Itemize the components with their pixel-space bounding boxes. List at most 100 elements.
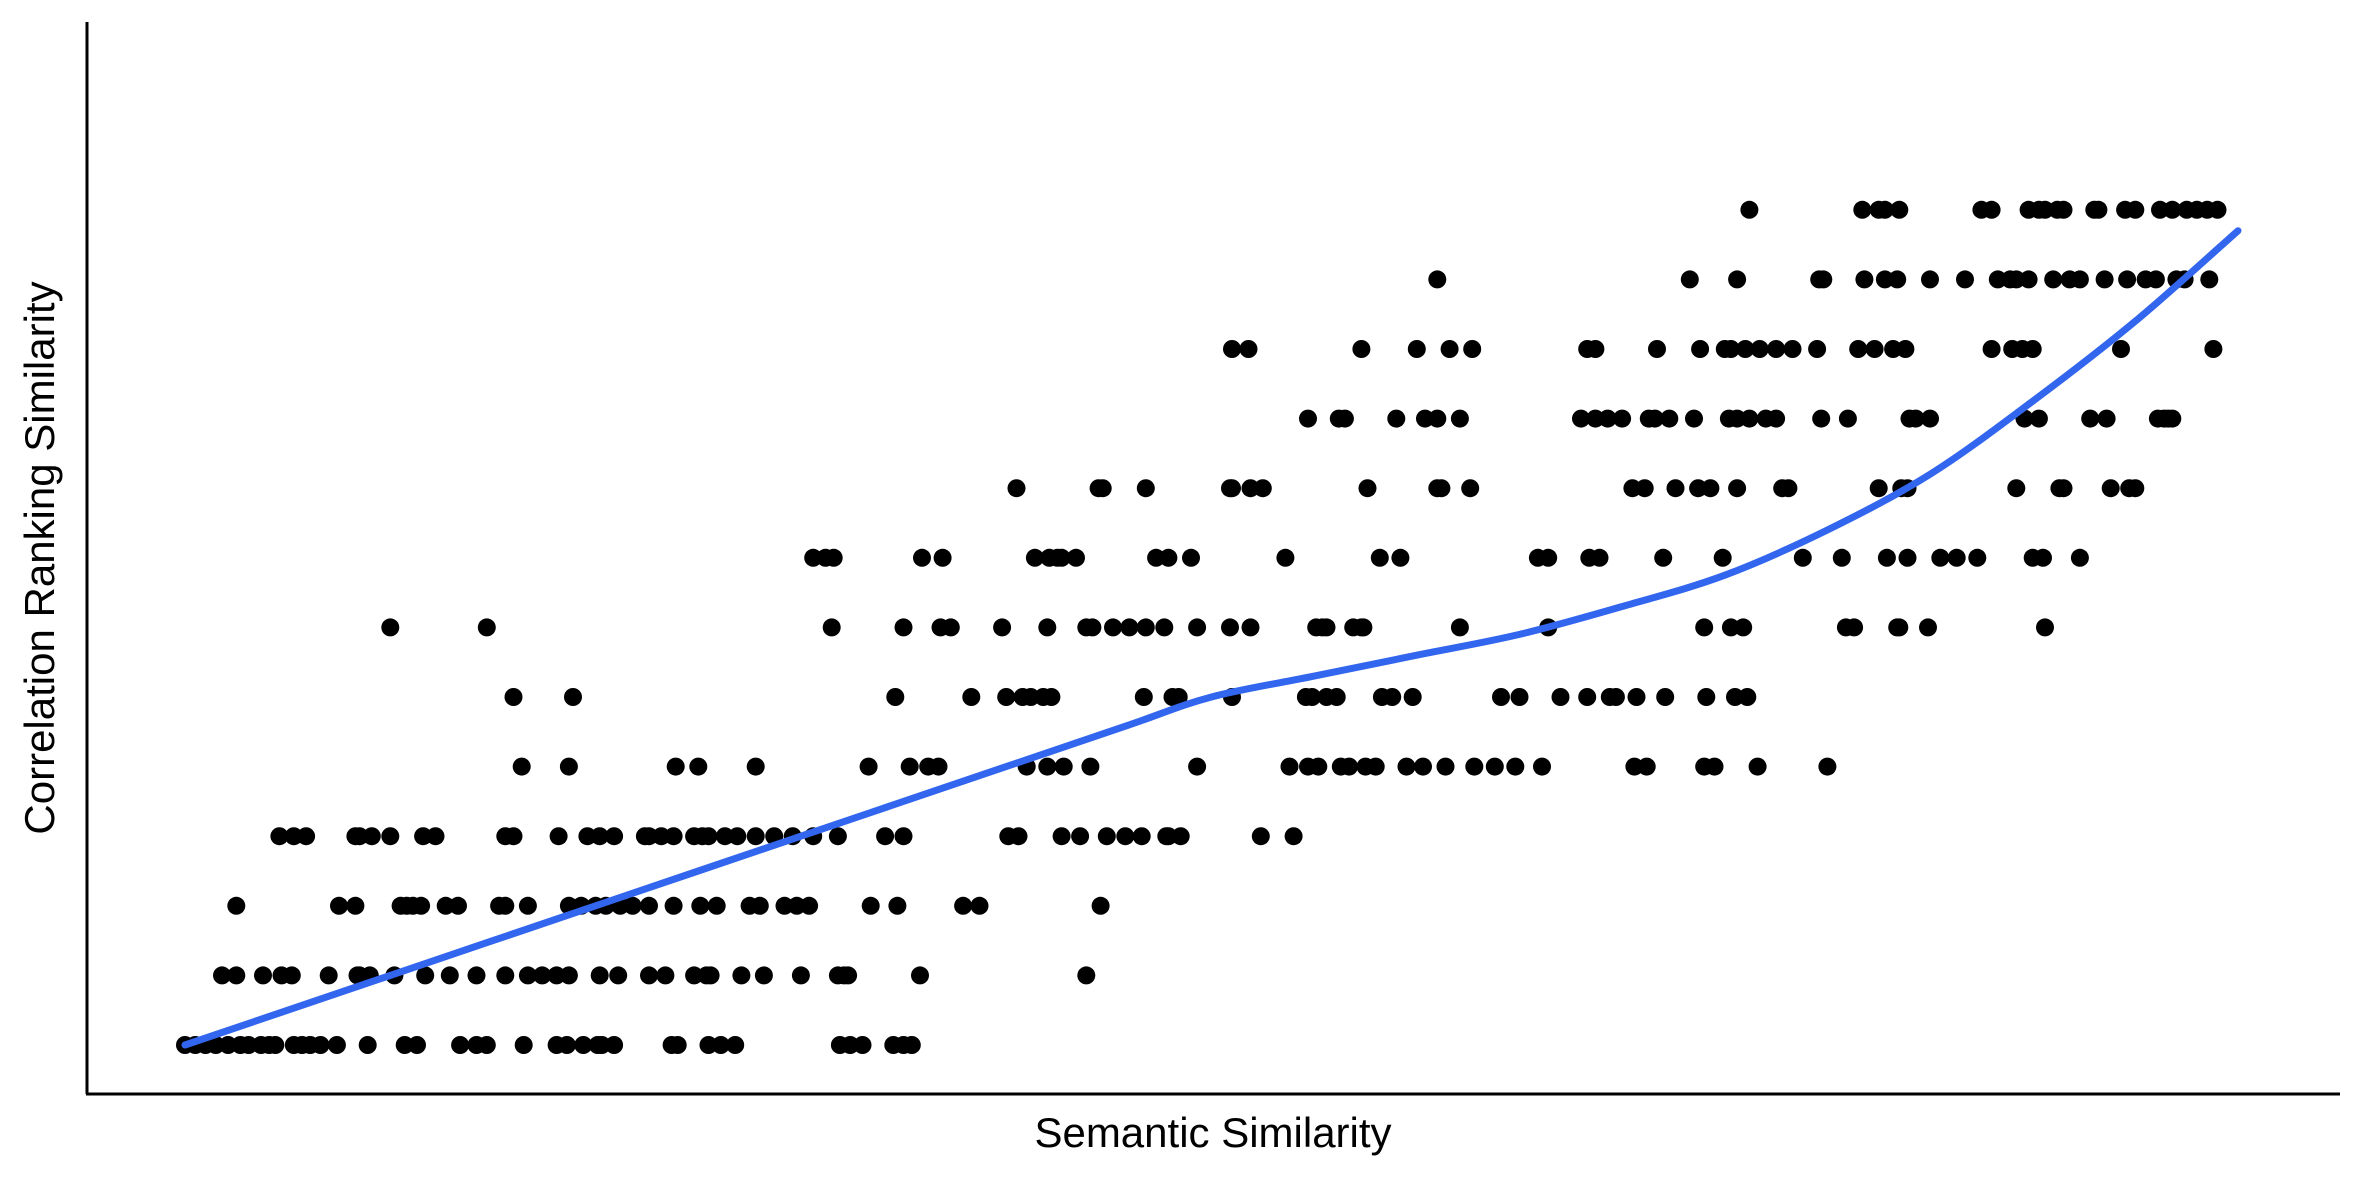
- data-point: [327, 1036, 346, 1054]
- data-point: [1982, 340, 2001, 358]
- points-layer: [176, 200, 2227, 1054]
- data-point: [1586, 409, 1605, 428]
- data-point: [1025, 548, 1044, 567]
- data-point: [666, 757, 685, 776]
- data-point: [993, 618, 1012, 637]
- data-point: [227, 896, 246, 915]
- data-point: [1793, 548, 1812, 567]
- data-point: [1241, 618, 1260, 637]
- data-point: [2097, 409, 2116, 428]
- data-point: [395, 1036, 414, 1054]
- data-point: [381, 827, 400, 846]
- data-point: [2089, 200, 2108, 219]
- data-point: [1223, 340, 1241, 358]
- data-point: [1701, 479, 1720, 498]
- data-point: [1888, 270, 1907, 289]
- data-point: [997, 688, 1016, 706]
- data-point: [1875, 270, 1894, 289]
- data-point: [1461, 479, 1480, 498]
- data-point: [1239, 340, 1258, 358]
- data-point: [282, 966, 301, 985]
- data-point: [311, 1036, 330, 1054]
- data-point: [1921, 270, 1939, 289]
- data-point: [1606, 688, 1625, 706]
- data-point: [2054, 200, 2073, 219]
- data-point: [732, 966, 751, 985]
- data-point: [1648, 340, 1666, 358]
- data-point: [1407, 340, 1426, 358]
- data-point: [2146, 270, 2165, 289]
- data-point: [886, 688, 905, 706]
- data-point: [1721, 340, 1740, 358]
- data-point: [1947, 548, 1966, 567]
- data-point: [1436, 757, 1455, 776]
- data-point: [1838, 409, 1857, 428]
- data-point: [1590, 548, 1609, 567]
- data-point: [518, 896, 537, 915]
- data-point: [1808, 340, 1827, 358]
- data-point: [1136, 618, 1155, 637]
- data-point: [1660, 409, 1679, 428]
- data-point: [1463, 340, 1482, 358]
- data-point: [578, 827, 597, 846]
- data-point: [685, 966, 704, 985]
- data-point: [1093, 479, 1112, 498]
- y-axis-title: Correlation Ranking Similarity: [16, 281, 63, 834]
- data-point: [861, 896, 880, 915]
- data-point: [701, 966, 720, 985]
- data-point: [929, 757, 948, 776]
- data-point: [1299, 409, 1317, 428]
- data-point: [1042, 688, 1061, 706]
- data-point: [1188, 757, 1207, 776]
- data-point: [1921, 409, 1939, 428]
- data-point: [754, 966, 773, 985]
- data-point: [414, 827, 433, 846]
- data-point: [853, 1036, 872, 1054]
- data-point: [412, 896, 431, 915]
- data-point: [911, 966, 929, 985]
- data-point: [533, 966, 552, 985]
- data-point: [1865, 340, 1884, 358]
- data-point: [750, 896, 769, 915]
- data-point: [504, 827, 523, 846]
- data-point: [1132, 827, 1151, 846]
- data-point: [954, 896, 973, 915]
- data-point: [609, 966, 628, 985]
- data-point: [656, 966, 675, 985]
- data-point: [381, 618, 400, 637]
- data-point: [1440, 340, 1459, 358]
- data-point: [1814, 270, 1833, 289]
- data-point: [1169, 688, 1188, 706]
- data-point: [590, 966, 609, 985]
- data-point: [1303, 688, 1322, 706]
- data-point: [449, 896, 467, 915]
- data-point: [239, 1036, 258, 1054]
- data-point: [1779, 479, 1798, 498]
- data-point: [913, 548, 931, 567]
- data-point: [1713, 548, 1732, 567]
- data-point: [1853, 200, 1872, 219]
- data-point: [1884, 340, 1903, 358]
- data-point: [1309, 757, 1328, 776]
- data-point: [2126, 479, 2145, 498]
- data-point: [1428, 270, 1447, 289]
- data-point: [691, 896, 710, 915]
- data-point: [1251, 827, 1270, 846]
- data-point: [1403, 688, 1422, 706]
- data-point: [2163, 200, 2182, 219]
- data-point: [2118, 270, 2137, 289]
- data-point: [2007, 479, 2026, 498]
- data-point: [2112, 340, 2130, 358]
- data-point: [689, 757, 708, 776]
- data-point: [1327, 688, 1346, 706]
- data-point: [1432, 479, 1451, 498]
- data-point: [1906, 409, 1925, 428]
- data-point: [426, 827, 445, 846]
- data-point: [1982, 200, 2001, 219]
- data-point: [408, 1036, 426, 1054]
- data-point: [1767, 340, 1786, 358]
- data-point: [1253, 479, 1272, 498]
- data-point: [1091, 896, 1110, 915]
- data-point: [828, 827, 847, 846]
- data-point: [664, 896, 683, 915]
